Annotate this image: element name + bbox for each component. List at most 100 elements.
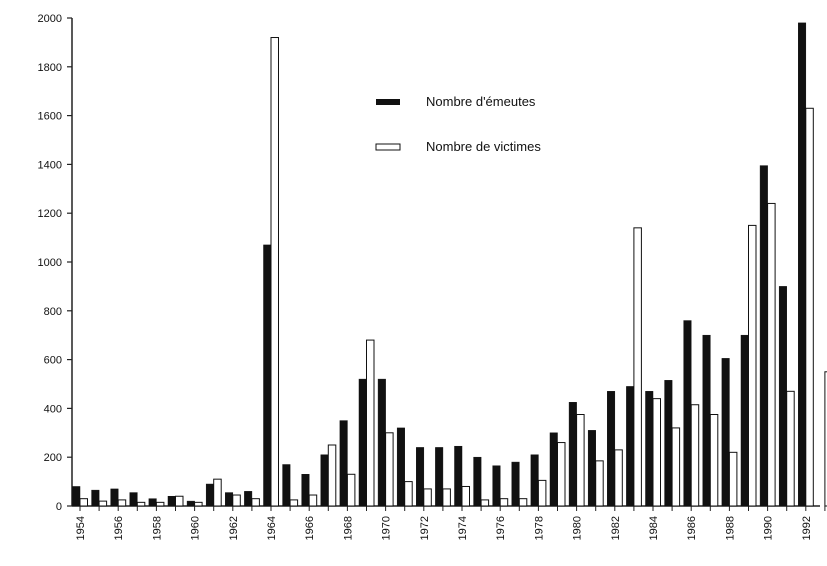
bar-emeutes (568, 402, 577, 507)
bar-victimes (633, 227, 642, 507)
bar-emeutes (721, 358, 730, 507)
bar-emeutes (607, 391, 616, 507)
y-tick-label: 1200 (38, 208, 62, 220)
bar-victimes (595, 460, 604, 507)
bar-victimes (537, 479, 547, 507)
bar-victimes (385, 432, 394, 507)
legend-swatch-victimes (375, 143, 401, 151)
bar-victimes (346, 473, 356, 507)
x-ticks: 1954 1956 1958 1960 1962 1964 1966 1968 1970 1972… (75, 506, 826, 540)
bar-victimes (155, 501, 165, 507)
bar-victimes (461, 485, 470, 507)
bar-victimes (98, 500, 108, 507)
bar-emeutes (549, 432, 558, 507)
bar-emeutes (244, 491, 253, 507)
bar-victimes (289, 499, 299, 507)
x-tick-label: 1962 (228, 516, 240, 540)
bar-victimes (614, 449, 623, 507)
bar-victimes (366, 339, 375, 507)
bar-emeutes (72, 486, 81, 507)
bar-victimes (499, 498, 509, 507)
y-tick-label: 600 (44, 355, 62, 367)
bar-emeutes (205, 483, 214, 507)
bar-victimes (748, 224, 757, 507)
legend-label-victimes: Nombre de victimes (426, 139, 541, 154)
bar-victimes (824, 371, 827, 507)
y-ticks: 0 200 400 600 800 1000 1200 1400 1600 1800 2000 (38, 13, 72, 513)
x-tick-label: 1974 (457, 516, 469, 540)
bar-victimes (709, 414, 719, 507)
bar-emeutes (358, 378, 367, 507)
x-tick-label: 1968 (342, 516, 354, 540)
y-tick-label: 800 (44, 306, 62, 318)
bar-emeutes (702, 334, 711, 507)
bar-victimes (557, 442, 566, 507)
bar-victimes (175, 495, 184, 507)
x-tick-label: 1984 (648, 516, 660, 540)
bar-emeutes (301, 474, 310, 507)
bar-victimes (423, 488, 432, 507)
y-axis: 0 200 400 600 800 1000 1200 1400 1600 1800 2000 (38, 13, 73, 513)
x-tick-label: 1972 (419, 516, 431, 540)
y-tick-label: 1600 (38, 111, 62, 123)
x-tick-label: 1988 (724, 516, 736, 540)
y-tick-label: 400 (44, 403, 62, 415)
bar-emeutes (186, 500, 195, 507)
bar-victimes (213, 478, 222, 507)
y-tick-label: 0 (56, 501, 62, 513)
x-tick-label: 1956 (113, 516, 125, 540)
bar-victimes (270, 37, 279, 507)
y-tick-label: 1400 (38, 159, 62, 171)
bar-victimes (232, 494, 241, 507)
bar-emeutes (396, 427, 405, 507)
bar-victimes (251, 498, 260, 507)
x-tick-label: 1990 (763, 516, 775, 540)
bar-emeutes (740, 334, 749, 507)
bar-emeutes (492, 465, 501, 507)
x-tick-label: 1970 (381, 516, 393, 540)
bar-emeutes (798, 22, 807, 507)
bars (72, 22, 827, 507)
x-tick-label: 1954 (75, 516, 87, 540)
bar-victimes (442, 488, 451, 507)
bar-emeutes (148, 498, 157, 507)
bar-emeutes (416, 447, 425, 507)
legend-swatch-emeutes (376, 99, 400, 105)
bar-victimes (767, 202, 776, 507)
x-tick-label: 1960 (190, 516, 202, 540)
bar-emeutes (263, 244, 272, 507)
x-tick-label: 1958 (151, 516, 163, 540)
bar-emeutes (91, 489, 100, 507)
x-tick-label: 1982 (610, 516, 622, 540)
bar-emeutes (778, 286, 787, 507)
bar-emeutes (645, 391, 654, 507)
x-tick-label: 1978 (533, 516, 545, 540)
bar-emeutes (377, 378, 386, 507)
bar-emeutes (530, 454, 539, 507)
bar-victimes (518, 498, 528, 507)
bar-emeutes (282, 464, 291, 507)
x-tick-label: 1976 (495, 516, 507, 540)
y-tick-label: 2000 (38, 13, 62, 25)
bar-emeutes (225, 492, 234, 507)
bar-victimes (671, 427, 681, 507)
legend: Nombre d'émeutes Nombre de victimes (375, 94, 541, 154)
bar-victimes (308, 494, 318, 507)
bar-emeutes (129, 492, 138, 507)
bar-victimes (79, 498, 88, 507)
bar-victimes (404, 481, 413, 507)
legend-label-emeutes: Nombre d'émeutes (426, 94, 536, 109)
x-tick-label: 1992 (801, 516, 813, 540)
bar-emeutes (587, 430, 596, 507)
bar-emeutes (435, 447, 444, 507)
bar-emeutes (511, 461, 520, 507)
bar-emeutes (664, 380, 673, 507)
bar-emeutes (320, 454, 329, 507)
x-tick-label: 1986 (686, 516, 698, 540)
x-tick-label: 1964 (266, 516, 278, 540)
bar-emeutes (454, 445, 463, 507)
bar-victimes (652, 398, 661, 507)
x-axis: 1954 1956 1958 1960 1962 1964 1966 1968 1970 1972… (72, 505, 826, 540)
bar-victimes (117, 499, 127, 507)
